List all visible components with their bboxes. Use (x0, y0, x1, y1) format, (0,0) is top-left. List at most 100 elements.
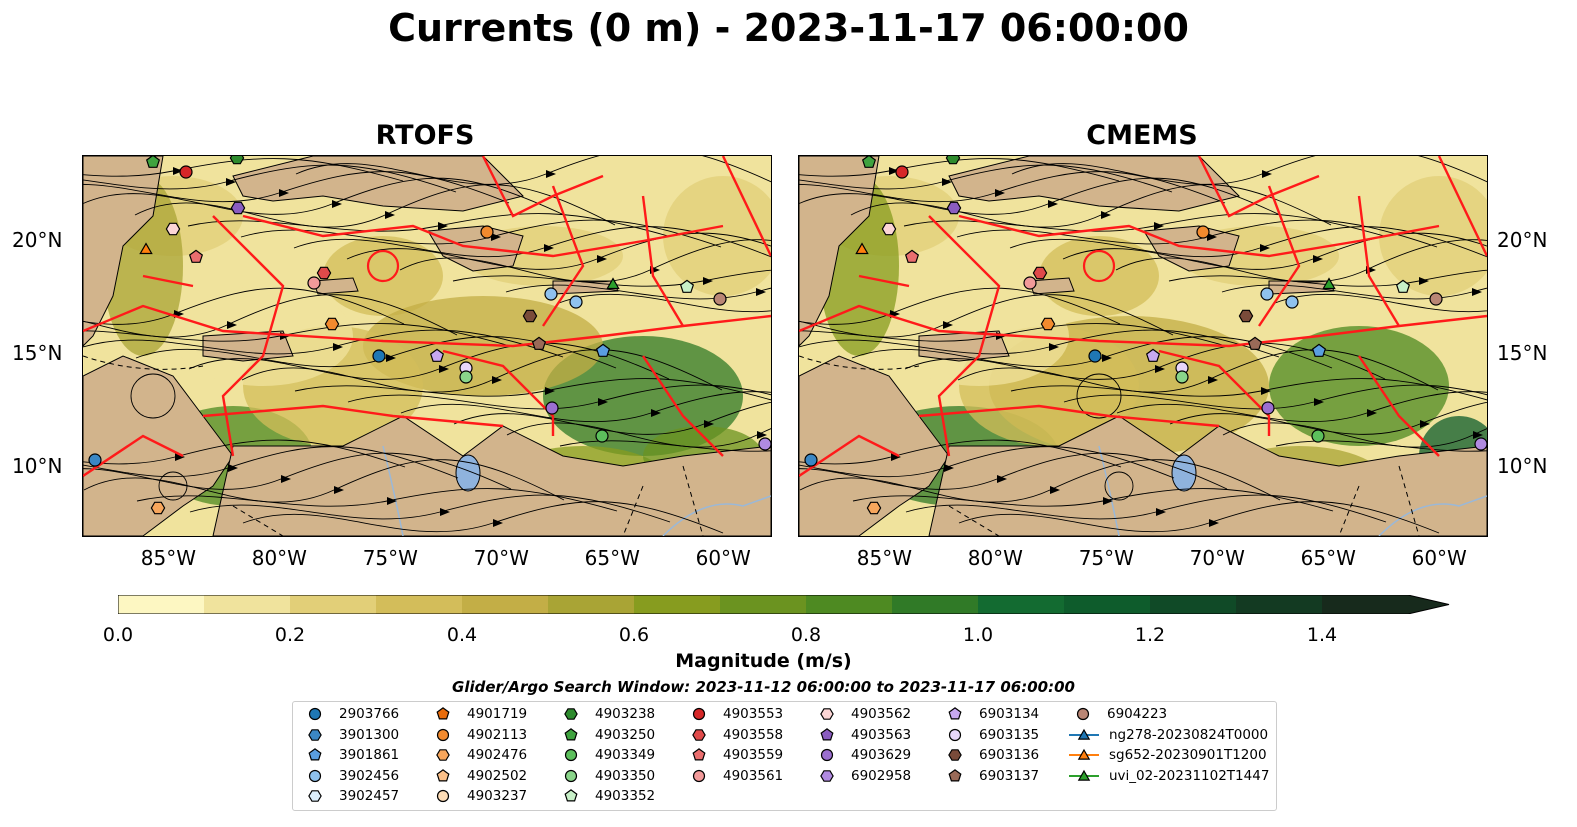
colorbar-tick-label: 0.6 (618, 624, 650, 646)
circle-legend-marker (692, 707, 706, 721)
float-marker (713, 292, 727, 306)
legend-label: 4903629 (851, 747, 912, 763)
legend-item: ng278-20230824T0000 (1069, 727, 1268, 743)
float-marker (1040, 317, 1056, 331)
panel-title-rtofs: RTOFS (375, 120, 475, 151)
legend-label: 4901719 (467, 706, 528, 722)
latitude-tick-label-left: 10°N (12, 454, 63, 479)
float-marker (1196, 225, 1210, 239)
legend-item: 4903561 (685, 768, 783, 784)
legend-item: 2903766 (301, 706, 399, 722)
legend-label: 4903558 (723, 726, 784, 743)
float-marker (429, 348, 445, 362)
legend-label: 3902457 (339, 788, 400, 804)
pentagon-legend-marker (436, 768, 450, 781)
float-marker (544, 287, 558, 301)
legend-item: 6903136 (941, 747, 1039, 763)
float-marker (1175, 370, 1189, 384)
circle-legend-marker (820, 748, 834, 762)
float-marker (569, 295, 583, 309)
float-marker (946, 201, 962, 215)
legend-label: 6902958 (851, 767, 912, 784)
legend-label: 4903562 (851, 706, 912, 722)
legend-item: 4902113 (429, 727, 527, 743)
float-marker (1322, 277, 1336, 290)
float-marker (307, 276, 321, 290)
longitude-tick-label: 80°W (251, 546, 307, 570)
legend-label: 4902502 (467, 767, 528, 784)
float-marker (866, 501, 882, 515)
colorbar-segment (462, 595, 549, 614)
colorbar-segment (892, 595, 979, 614)
legend-item: 4902502 (429, 768, 527, 784)
longitude-tick-label: 65°W (1300, 546, 1356, 570)
legend-label: 4903352 (595, 788, 656, 804)
circle-legend-marker (436, 728, 450, 741)
figure-title: Currents (0 m) - 2023-11-17 06:00:00 (388, 6, 1189, 50)
float-marker (522, 309, 538, 323)
float-marker (595, 429, 609, 443)
legend-label: 6903136 (979, 747, 1040, 763)
float-marker (1145, 348, 1161, 362)
legend-item: 4903238 (557, 706, 655, 722)
float-marker (861, 156, 877, 168)
legend-label: 2903766 (339, 706, 400, 722)
legend-label: 4903561 (723, 767, 784, 784)
colorbar-tick-label: 0.2 (274, 624, 306, 646)
latitude-tick-label-right: 10°N (1497, 454, 1548, 479)
longitude-tick-label: 80°W (967, 546, 1023, 570)
float-marker (804, 453, 818, 467)
colorbar-tick-label: 1.2 (1134, 624, 1166, 646)
longitude-tick-label: 60°W (695, 546, 751, 570)
legend-item: 4902476 (429, 747, 527, 763)
longitude-tick-label: 85°W (140, 546, 196, 570)
colorbar-tick-label: 1.4 (1306, 624, 1338, 646)
circle-legend-marker (308, 707, 322, 721)
colorbar-segment (806, 595, 893, 614)
float-marker (188, 249, 204, 263)
float-marker (531, 336, 547, 350)
legend-item: 4903250 (557, 727, 655, 743)
float-marker (606, 277, 620, 290)
circle-legend-marker (948, 728, 962, 741)
legend: 2903766 3901300 3901861 3902456 3902457 49017… (292, 701, 1277, 811)
float-marker (1311, 343, 1327, 357)
circle-legend-marker (436, 789, 450, 803)
legend-item: 4903553 (685, 706, 783, 722)
legend-item: 4903563 (813, 727, 911, 743)
latitude-tick-label-right: 20°N (1497, 227, 1548, 252)
longitude-tick-label: 85°W (856, 546, 912, 570)
longitude-tick-label: 75°W (1078, 546, 1134, 570)
map-canvas (799, 156, 1487, 536)
legend-label: 4903553 (723, 706, 784, 722)
float-marker (230, 201, 246, 215)
legend-label: 4902476 (467, 747, 528, 763)
legend-label: 4903563 (851, 726, 912, 743)
hexagon-legend-marker (820, 769, 834, 782)
longitude-tick-label: 70°W (1189, 546, 1245, 570)
hexagon-legend-marker (308, 728, 322, 741)
float-marker (229, 156, 245, 165)
float-marker (945, 156, 961, 165)
circle-legend-marker (308, 769, 322, 782)
longitude-tick-label: 75°W (362, 546, 418, 570)
colorbar-segment (376, 595, 463, 614)
float-marker (881, 222, 897, 236)
colorbar-tick-label: 1.0 (962, 624, 994, 646)
legend-item: 4903350 (557, 768, 655, 784)
float-marker (480, 225, 494, 239)
float-marker (88, 453, 102, 467)
colorbar-segment (1150, 595, 1237, 614)
legend-item: 6903134 (941, 706, 1039, 722)
legend-item: 6903137 (941, 768, 1039, 784)
pentagon-legend-marker (692, 748, 706, 761)
longitude-tick-label: 70°W (473, 546, 529, 570)
circle-legend-marker (564, 748, 578, 762)
legend-item: 3901300 (301, 727, 399, 743)
float-marker (855, 242, 869, 255)
triangle-legend-marker (1077, 748, 1091, 760)
legend-label: 4903349 (595, 747, 656, 763)
legend-label: 6903134 (979, 706, 1040, 722)
legend-label: 4902113 (467, 726, 528, 743)
hexagon-legend-marker (308, 790, 322, 802)
